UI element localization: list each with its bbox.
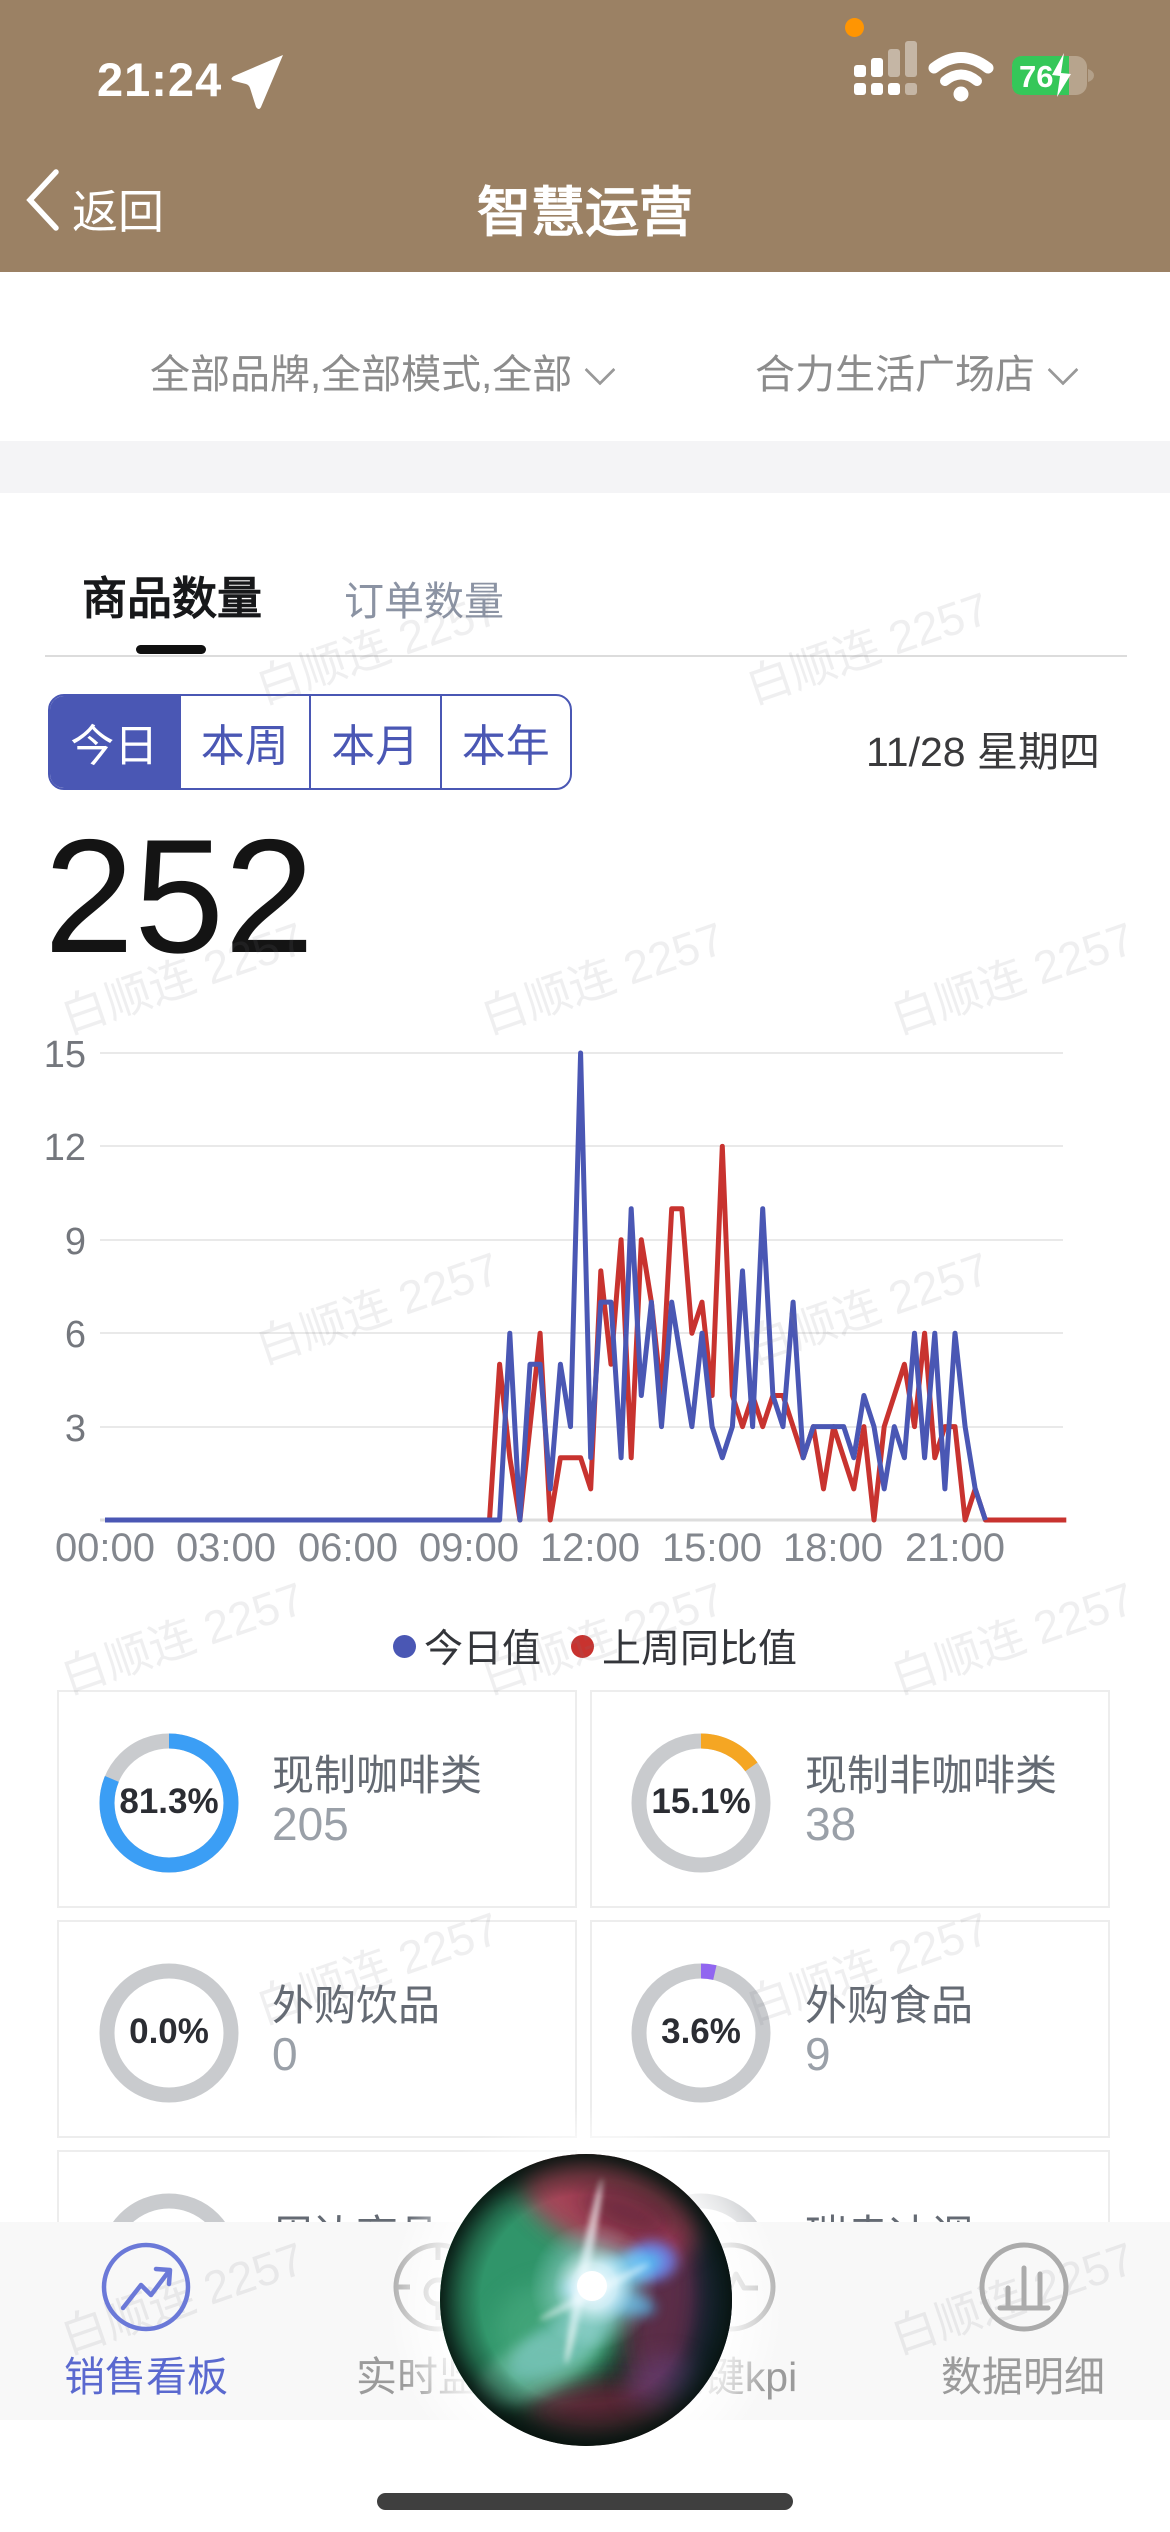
- svg-text:21:00: 21:00: [905, 1526, 1005, 1570]
- svg-text:03:00: 03:00: [176, 1526, 276, 1570]
- svg-text:09:00: 09:00: [419, 1526, 519, 1570]
- svg-text:06:00: 06:00: [298, 1526, 398, 1570]
- svg-text:15: 15: [44, 1034, 86, 1076]
- svg-text:6: 6: [65, 1314, 86, 1356]
- svg-text:9: 9: [65, 1221, 86, 1263]
- svg-text:00:00: 00:00: [55, 1526, 155, 1570]
- svg-text:12: 12: [44, 1127, 86, 1169]
- svg-text:76: 76: [1019, 59, 1053, 94]
- svg-text:15:00: 15:00: [662, 1526, 762, 1570]
- svg-text:3: 3: [65, 1408, 86, 1450]
- svg-text:12:00: 12:00: [540, 1526, 640, 1570]
- svg-text:18:00: 18:00: [783, 1526, 883, 1570]
